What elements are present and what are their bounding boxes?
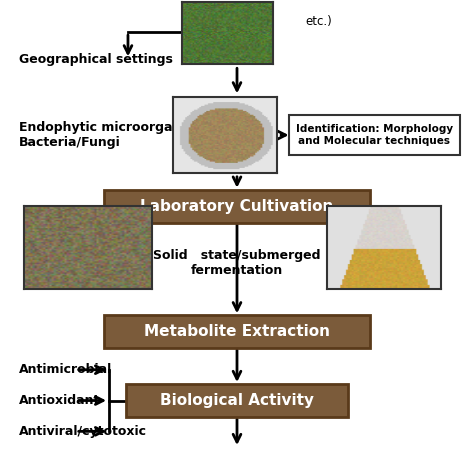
Text: Geographical settings: Geographical settings	[19, 53, 173, 66]
Text: Endophytic microorganism
Bacteria/Fungi: Endophytic microorganism Bacteria/Fungi	[19, 121, 206, 149]
Text: etc.): etc.)	[306, 15, 332, 28]
FancyBboxPatch shape	[104, 315, 370, 348]
FancyBboxPatch shape	[289, 115, 460, 155]
FancyBboxPatch shape	[126, 384, 348, 417]
FancyBboxPatch shape	[104, 190, 370, 223]
Text: Metabolite Extraction: Metabolite Extraction	[144, 324, 330, 339]
Text: Solid   state/submerged
fermentation: Solid state/submerged fermentation	[153, 249, 321, 277]
Text: Laboratory Cultivation: Laboratory Cultivation	[140, 199, 334, 214]
Text: Antioxidant: Antioxidant	[19, 394, 100, 407]
Text: Identification: Morphology
and Molecular techniques: Identification: Morphology and Molecular…	[296, 124, 453, 146]
Text: Biological Activity: Biological Activity	[160, 393, 314, 408]
Text: Antiviral/cytotoxic: Antiviral/cytotoxic	[19, 425, 147, 438]
Text: Antimicrobial: Antimicrobial	[19, 363, 112, 376]
